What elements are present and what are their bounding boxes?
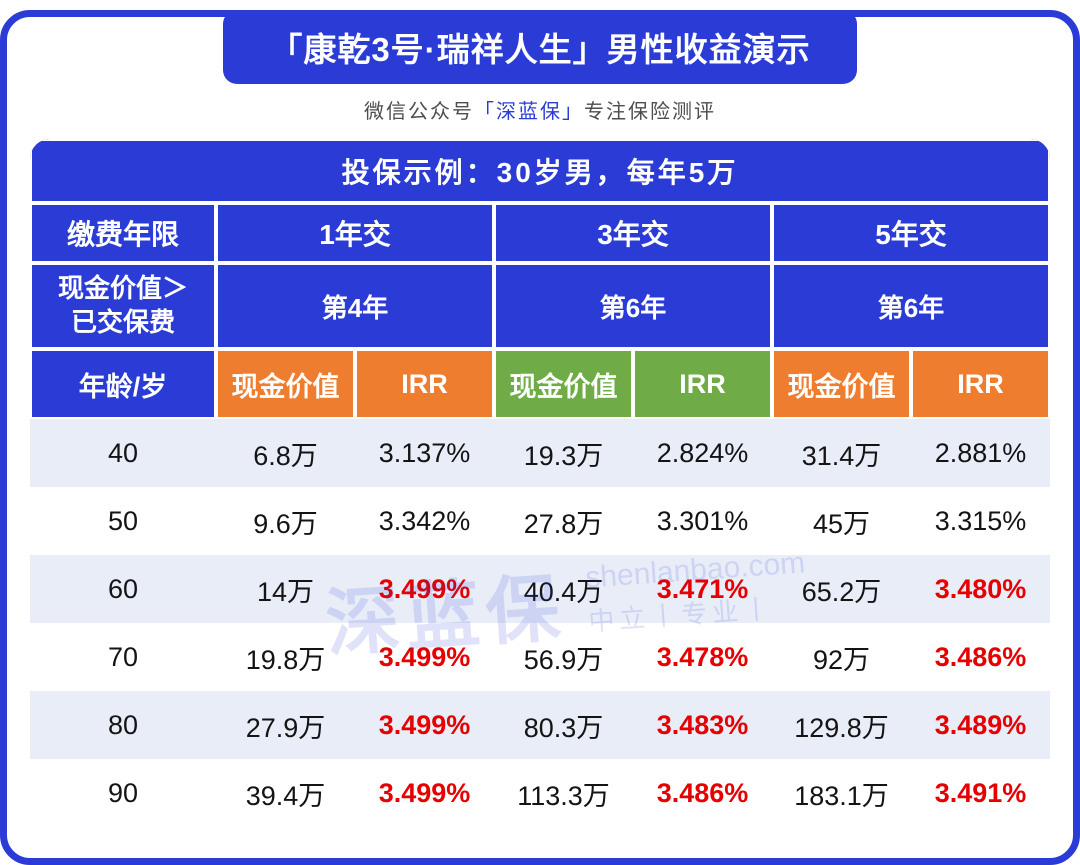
breakeven-year-3yr: 第6年 (494, 263, 772, 349)
value-cell: 80.3万 (523, 712, 604, 743)
value-cell: 27.9万 (245, 712, 326, 743)
value-cell: 3.483% (656, 709, 749, 740)
value-cell: 3.478% (656, 641, 749, 672)
value-cell: 3.491% (934, 777, 1027, 808)
irr-header-3yr: IRR (633, 349, 772, 419)
value-cell: 19.8万 (245, 644, 326, 675)
value-cell: 3.486% (934, 641, 1027, 672)
value-cell: 3.471% (656, 573, 749, 604)
value-cell: 3.315% (934, 505, 1027, 536)
value-cell: 3.486% (656, 777, 749, 808)
subtitle: 微信公众号「深蓝保」专注保险测评 (0, 95, 1080, 124)
breakeven-year-5yr: 第6年 (772, 263, 1050, 349)
title-banner: 「康乾3号·瑞祥人生」男性收益演示 (223, 10, 857, 84)
irr-header-1yr: IRR (355, 349, 494, 419)
value-cell: 2.824% (656, 437, 749, 468)
value-cell: 3.499% (378, 777, 471, 808)
breakeven-label-line2: 已交保费 (70, 307, 175, 337)
subtitle-brand: 「深蓝保」 (474, 101, 584, 123)
payment-term-label: 缴费年限 (30, 203, 216, 263)
value-cell: 31.4万 (801, 440, 882, 471)
value-cell: 14万 (256, 576, 315, 607)
value-cell: 113.3万 (517, 780, 610, 811)
table-row: 40 6.8万 3.137% 19.3万 2.824% 31.4万 2.881% (30, 419, 1050, 487)
cash-value-header-1yr: 现金价值 (216, 349, 355, 419)
column-header-row: 年龄/岁 现金价值 IRR 现金价值 IRR 现金价值 IRR (30, 349, 1050, 419)
value-cell: 3.499% (378, 641, 471, 672)
breakeven-label: 现金价值＞ 已交保费 (30, 263, 216, 349)
example-header: 投保示例：30岁男，每年5万 (30, 139, 1050, 203)
benefit-table: 投保示例：30岁男，每年5万 缴费年限 1年交 3年交 5年交 现金价值＞ 已交… (30, 139, 1050, 827)
breakeven-row: 现金价值＞ 已交保费 第4年 第6年 第6年 (30, 263, 1050, 349)
age-cell: 50 (107, 505, 139, 536)
value-cell: 3.137% (378, 437, 471, 468)
value-cell: 3.489% (934, 709, 1027, 740)
value-cell: 3.499% (378, 573, 471, 604)
payment-term-1yr: 1年交 (216, 203, 494, 263)
table-row: 50 9.6万 3.342% 27.8万 3.301% 45万 3.315% (30, 487, 1050, 555)
value-cell: 3.301% (656, 505, 749, 536)
table-row: 70 19.8万 3.499% 56.9万 3.478% 92万 3.486% (30, 623, 1050, 691)
value-cell: 39.4万 (245, 780, 326, 811)
age-header: 年龄/岁 (30, 349, 216, 419)
value-cell: 92万 (812, 644, 871, 675)
page-title: 「康乾3号·瑞祥人生」男性收益演示 (269, 31, 811, 68)
value-cell: 19.3万 (523, 440, 604, 471)
breakeven-label-line1: 现金价值＞ (57, 273, 188, 304)
value-cell: 27.8万 (523, 508, 604, 539)
value-cell: 65.2万 (801, 576, 882, 607)
age-cell: 80 (107, 709, 139, 740)
table-row: 60 14万 3.499% 40.4万 3.471% 65.2万 3.480% (30, 555, 1050, 623)
irr-header-5yr: IRR (911, 349, 1050, 419)
value-cell: 183.1万 (794, 780, 889, 811)
value-cell: 3.480% (934, 573, 1027, 604)
value-cell: 40.4万 (523, 576, 604, 607)
age-cell: 60 (107, 573, 139, 604)
table-row: 90 39.4万 3.499% 113.3万 3.486% 183.1万 3.491% (30, 759, 1050, 827)
subtitle-suffix: 专注保险测评 (584, 101, 716, 123)
payment-term-3yr: 3年交 (494, 203, 772, 263)
value-cell: 9.6万 (253, 508, 318, 539)
subtitle-prefix: 微信公众号 (364, 101, 474, 123)
example-header-row: 投保示例：30岁男，每年5万 (30, 139, 1050, 203)
value-cell: 56.9万 (523, 644, 604, 675)
value-cell: 45万 (812, 508, 871, 539)
cash-value-header-5yr: 现金价值 (772, 349, 911, 419)
table-body: 40 6.8万 3.137% 19.3万 2.824% 31.4万 2.881% 50 9.6万… (30, 419, 1050, 827)
value-cell: 2.881% (934, 437, 1027, 468)
payment-term-row: 缴费年限 1年交 3年交 5年交 (30, 203, 1050, 263)
cash-value-header-3yr: 现金价值 (494, 349, 633, 419)
value-cell: 6.8万 (253, 440, 318, 471)
payment-term-5yr: 5年交 (772, 203, 1050, 263)
value-cell: 3.499% (378, 709, 471, 740)
value-cell: 129.8万 (794, 712, 889, 743)
age-cell: 40 (107, 437, 139, 468)
age-cell: 70 (107, 641, 139, 672)
table-row: 80 27.9万 3.499% 80.3万 3.483% 129.8万 3.489% (30, 691, 1050, 759)
age-cell: 90 (107, 777, 139, 808)
value-cell: 3.342% (378, 505, 471, 536)
breakeven-year-1yr: 第4年 (216, 263, 494, 349)
